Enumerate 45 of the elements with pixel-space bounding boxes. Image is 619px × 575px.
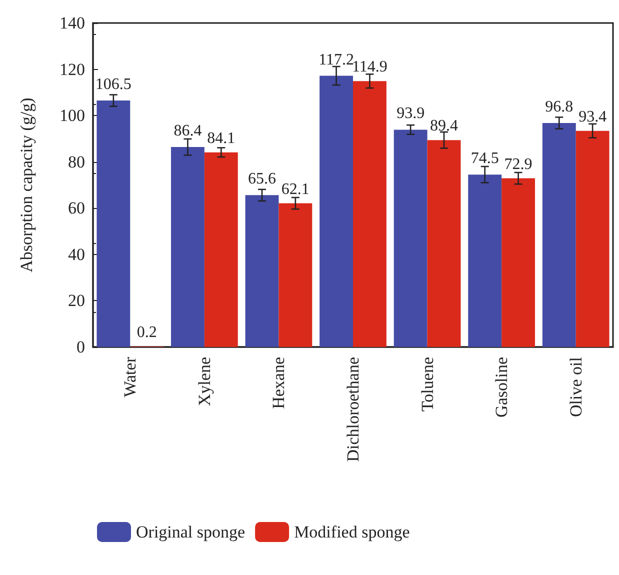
y-tick-label: 60 [68,198,85,218]
bar [353,81,386,347]
bar [171,147,204,347]
bar [278,203,312,347]
data-label: 74.5 [470,150,499,168]
bar [542,122,576,347]
data-label: 84.1 [207,130,236,147]
x-tick-label: Toluene [418,357,437,412]
y-tick-label: 0 [76,338,85,356]
x-tick-label: Water [120,356,140,398]
data-label: 114.9 [352,58,388,76]
x-tick-label: Xylene [194,357,214,406]
data-label: 96.8 [545,98,574,116]
bar [394,130,428,347]
bar [427,140,461,347]
bar [204,152,238,347]
data-label: 62.1 [281,180,310,198]
data-label: 86.4 [174,122,202,140]
data-label: 117.2 [318,51,354,68]
bar [576,130,610,347]
y-tick-label: 120 [60,60,85,79]
data-label: 106.5 [95,76,132,94]
x-tick-label: Gasoline [492,357,512,418]
data-label: 93.9 [396,105,425,122]
data-label: 72.9 [504,156,532,173]
bar [502,178,535,347]
x-tick-label: Hexane [269,357,288,409]
x-tick-label: Olive oil [566,356,586,417]
y-tick-label: 40 [68,244,85,264]
bar [96,100,130,347]
x-tick-label: Dichloroethane [344,357,362,462]
data-label: 93.4 [578,108,607,126]
bar [245,195,279,347]
data-label: 0.2 [136,324,157,342]
y-tick-label: 100 [60,106,85,126]
y-tick-label: 80 [68,152,85,172]
data-label: 89.4 [430,118,458,135]
bar [468,174,502,347]
bar [320,76,353,347]
y-tick-label: 20 [68,291,85,310]
legend-label: Original sponge [136,522,246,542]
y-tick-label: 140 [60,14,85,32]
data-label: 65.6 [248,170,276,188]
legend-label: Modified sponge [294,522,410,542]
y-axis-title: Absorption capacity (g/g) [17,98,36,272]
